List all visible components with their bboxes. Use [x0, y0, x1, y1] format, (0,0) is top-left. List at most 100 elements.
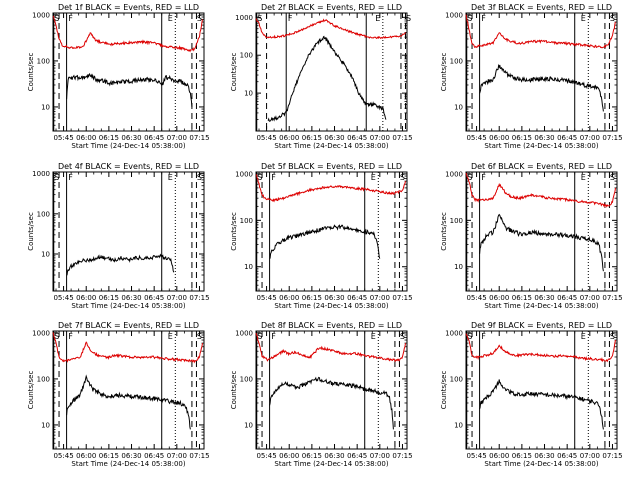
- x-axis-label: Start Time (24-Dec-14 05:38:00): [71, 302, 185, 310]
- x-tick-label: 05:45: [466, 134, 486, 142]
- x-tick-label: 07:00: [580, 294, 600, 302]
- y-tick-label: 10: [41, 421, 50, 429]
- x-axis-label: Start Time (24-Dec-14 05:38:00): [71, 142, 185, 150]
- y-tick-label: 1000: [445, 11, 463, 19]
- marker-label: E: [371, 332, 376, 341]
- marker-label: S: [400, 173, 405, 182]
- x-tick-label: 07:15: [392, 134, 412, 142]
- marker-label: S: [257, 173, 262, 182]
- x-tick-label: 06:30: [324, 452, 344, 460]
- panel-det-8: Det 8f BLACK = Events, RED = LLD Counts/s…: [230, 321, 413, 468]
- x-tick-label: 07:00: [370, 294, 390, 302]
- x-axis-label: Start Time (24-Dec-14 05:38:00): [274, 460, 388, 468]
- events-series-line: [269, 224, 381, 260]
- y-tick-label: 10: [244, 263, 253, 271]
- marker-label: S: [610, 332, 615, 341]
- panel-det-6: Det 6f BLACK = Events, RED = LLD Counts/s…: [440, 162, 623, 310]
- x-tick-label: 06:30: [121, 452, 141, 460]
- y-tick-label: 100: [450, 375, 463, 383]
- x-tick-label: 06:15: [302, 134, 322, 142]
- marker-label: F: [68, 14, 73, 23]
- marker-label: E: [581, 14, 586, 23]
- y-axis-label: Counts/sec: [27, 53, 35, 92]
- plot-frame: [255, 171, 408, 292]
- x-tick-label: 07:00: [370, 134, 390, 142]
- x-tick-label: 05:45: [53, 134, 73, 142]
- marker-label: F: [481, 173, 486, 182]
- x-tick-label: 06:15: [512, 452, 532, 460]
- marker-label: F: [68, 173, 73, 182]
- plot-frame: [465, 330, 618, 450]
- y-axis-label: Counts/sec: [27, 371, 35, 410]
- panel-det-4: Det 4f BLACK = Events, RED = LLD Counts/s…: [27, 162, 210, 310]
- y-axis-label: Counts/sec: [230, 371, 238, 410]
- y-tick-label: 10: [244, 421, 253, 429]
- panel-title: Det 8f BLACK = Events, RED = LLD: [261, 321, 402, 330]
- y-tick-label: 1000: [32, 329, 50, 337]
- x-axis-label: Start Time (24-Dec-14 05:38:00): [484, 142, 598, 150]
- x-tick-label: 06:00: [76, 294, 96, 302]
- y-axis-label: Counts/sec: [440, 212, 448, 251]
- x-tick-label: 05:45: [256, 452, 276, 460]
- marker-label: S: [400, 332, 405, 341]
- x-tick-label: 06:45: [144, 294, 164, 302]
- x-tick-label: 06:15: [512, 134, 532, 142]
- x-tick-label: 06:00: [489, 294, 509, 302]
- plot-frame: [52, 171, 205, 292]
- marker-label: S: [257, 14, 262, 23]
- x-tick-label: 06:15: [302, 294, 322, 302]
- y-axis-label: Counts/sec: [230, 53, 238, 92]
- x-tick-label: 06:30: [121, 294, 141, 302]
- y-tick-label: 100: [240, 217, 253, 225]
- panel-det-7: Det 7f BLACK = Events, RED = LLD Counts/s…: [27, 321, 210, 468]
- marker-label: S: [54, 14, 59, 23]
- marker-label: S: [610, 173, 615, 182]
- x-tick-label: 06:15: [302, 452, 322, 460]
- lld-series-line: [52, 15, 203, 53]
- x-tick-label: 07:15: [392, 294, 412, 302]
- x-tick-label: 06:45: [144, 134, 164, 142]
- y-tick-label: 1000: [235, 329, 253, 337]
- y-tick-label: 10: [454, 103, 463, 111]
- y-tick-label: 1000: [235, 170, 253, 178]
- y-tick-label: 10: [41, 103, 50, 111]
- x-tick-label: 06:30: [534, 134, 554, 142]
- x-tick-label: 06:45: [557, 134, 577, 142]
- marker-label: S: [54, 173, 59, 182]
- plot-frame: [52, 330, 205, 450]
- x-tick-label: 06:45: [557, 452, 577, 460]
- x-tick-label: 07:00: [167, 452, 187, 460]
- plot-frame: [255, 330, 408, 450]
- x-tick-label: 05:45: [256, 134, 276, 142]
- x-tick-label: 07:15: [189, 294, 209, 302]
- lld-series-line: [255, 332, 406, 362]
- x-tick-label: 07:00: [167, 134, 187, 142]
- y-tick-label: 1000: [445, 170, 463, 178]
- lld-series-line: [255, 18, 406, 40]
- x-tick-label: 06:30: [324, 294, 344, 302]
- panel-det-5: Det 5f BLACK = Events, RED = LLD Counts/s…: [230, 162, 413, 310]
- x-tick-label: 07:00: [580, 134, 600, 142]
- marker-label: S: [467, 173, 472, 182]
- x-tick-label: 06:30: [324, 134, 344, 142]
- y-tick-label: 100: [37, 375, 50, 383]
- y-axis-label: Counts/sec: [440, 53, 448, 92]
- marker-label: S: [610, 14, 615, 23]
- marker-label: E: [375, 14, 380, 23]
- marker-label: E: [168, 14, 173, 23]
- y-tick-label: 10: [454, 263, 463, 271]
- panel-det-3: Det 3f BLACK = Events, RED = LLD Counts/s…: [440, 3, 623, 150]
- lld-series-line: [465, 172, 616, 208]
- y-axis-label: Counts/sec: [27, 212, 35, 251]
- marker-label: S: [467, 14, 472, 23]
- marker-label: F: [271, 173, 276, 182]
- marker-label: E: [581, 173, 586, 182]
- x-tick-label: 07:15: [189, 452, 209, 460]
- x-tick-label: 05:45: [53, 294, 73, 302]
- x-tick-label: 06:30: [534, 452, 554, 460]
- x-tick-label: 07:15: [602, 294, 622, 302]
- x-tick-label: 06:45: [347, 134, 367, 142]
- x-tick-label: 06:00: [76, 452, 96, 460]
- panel-title: Det 4f BLACK = Events, RED = LLD: [58, 162, 199, 171]
- events-series-line: [479, 213, 604, 272]
